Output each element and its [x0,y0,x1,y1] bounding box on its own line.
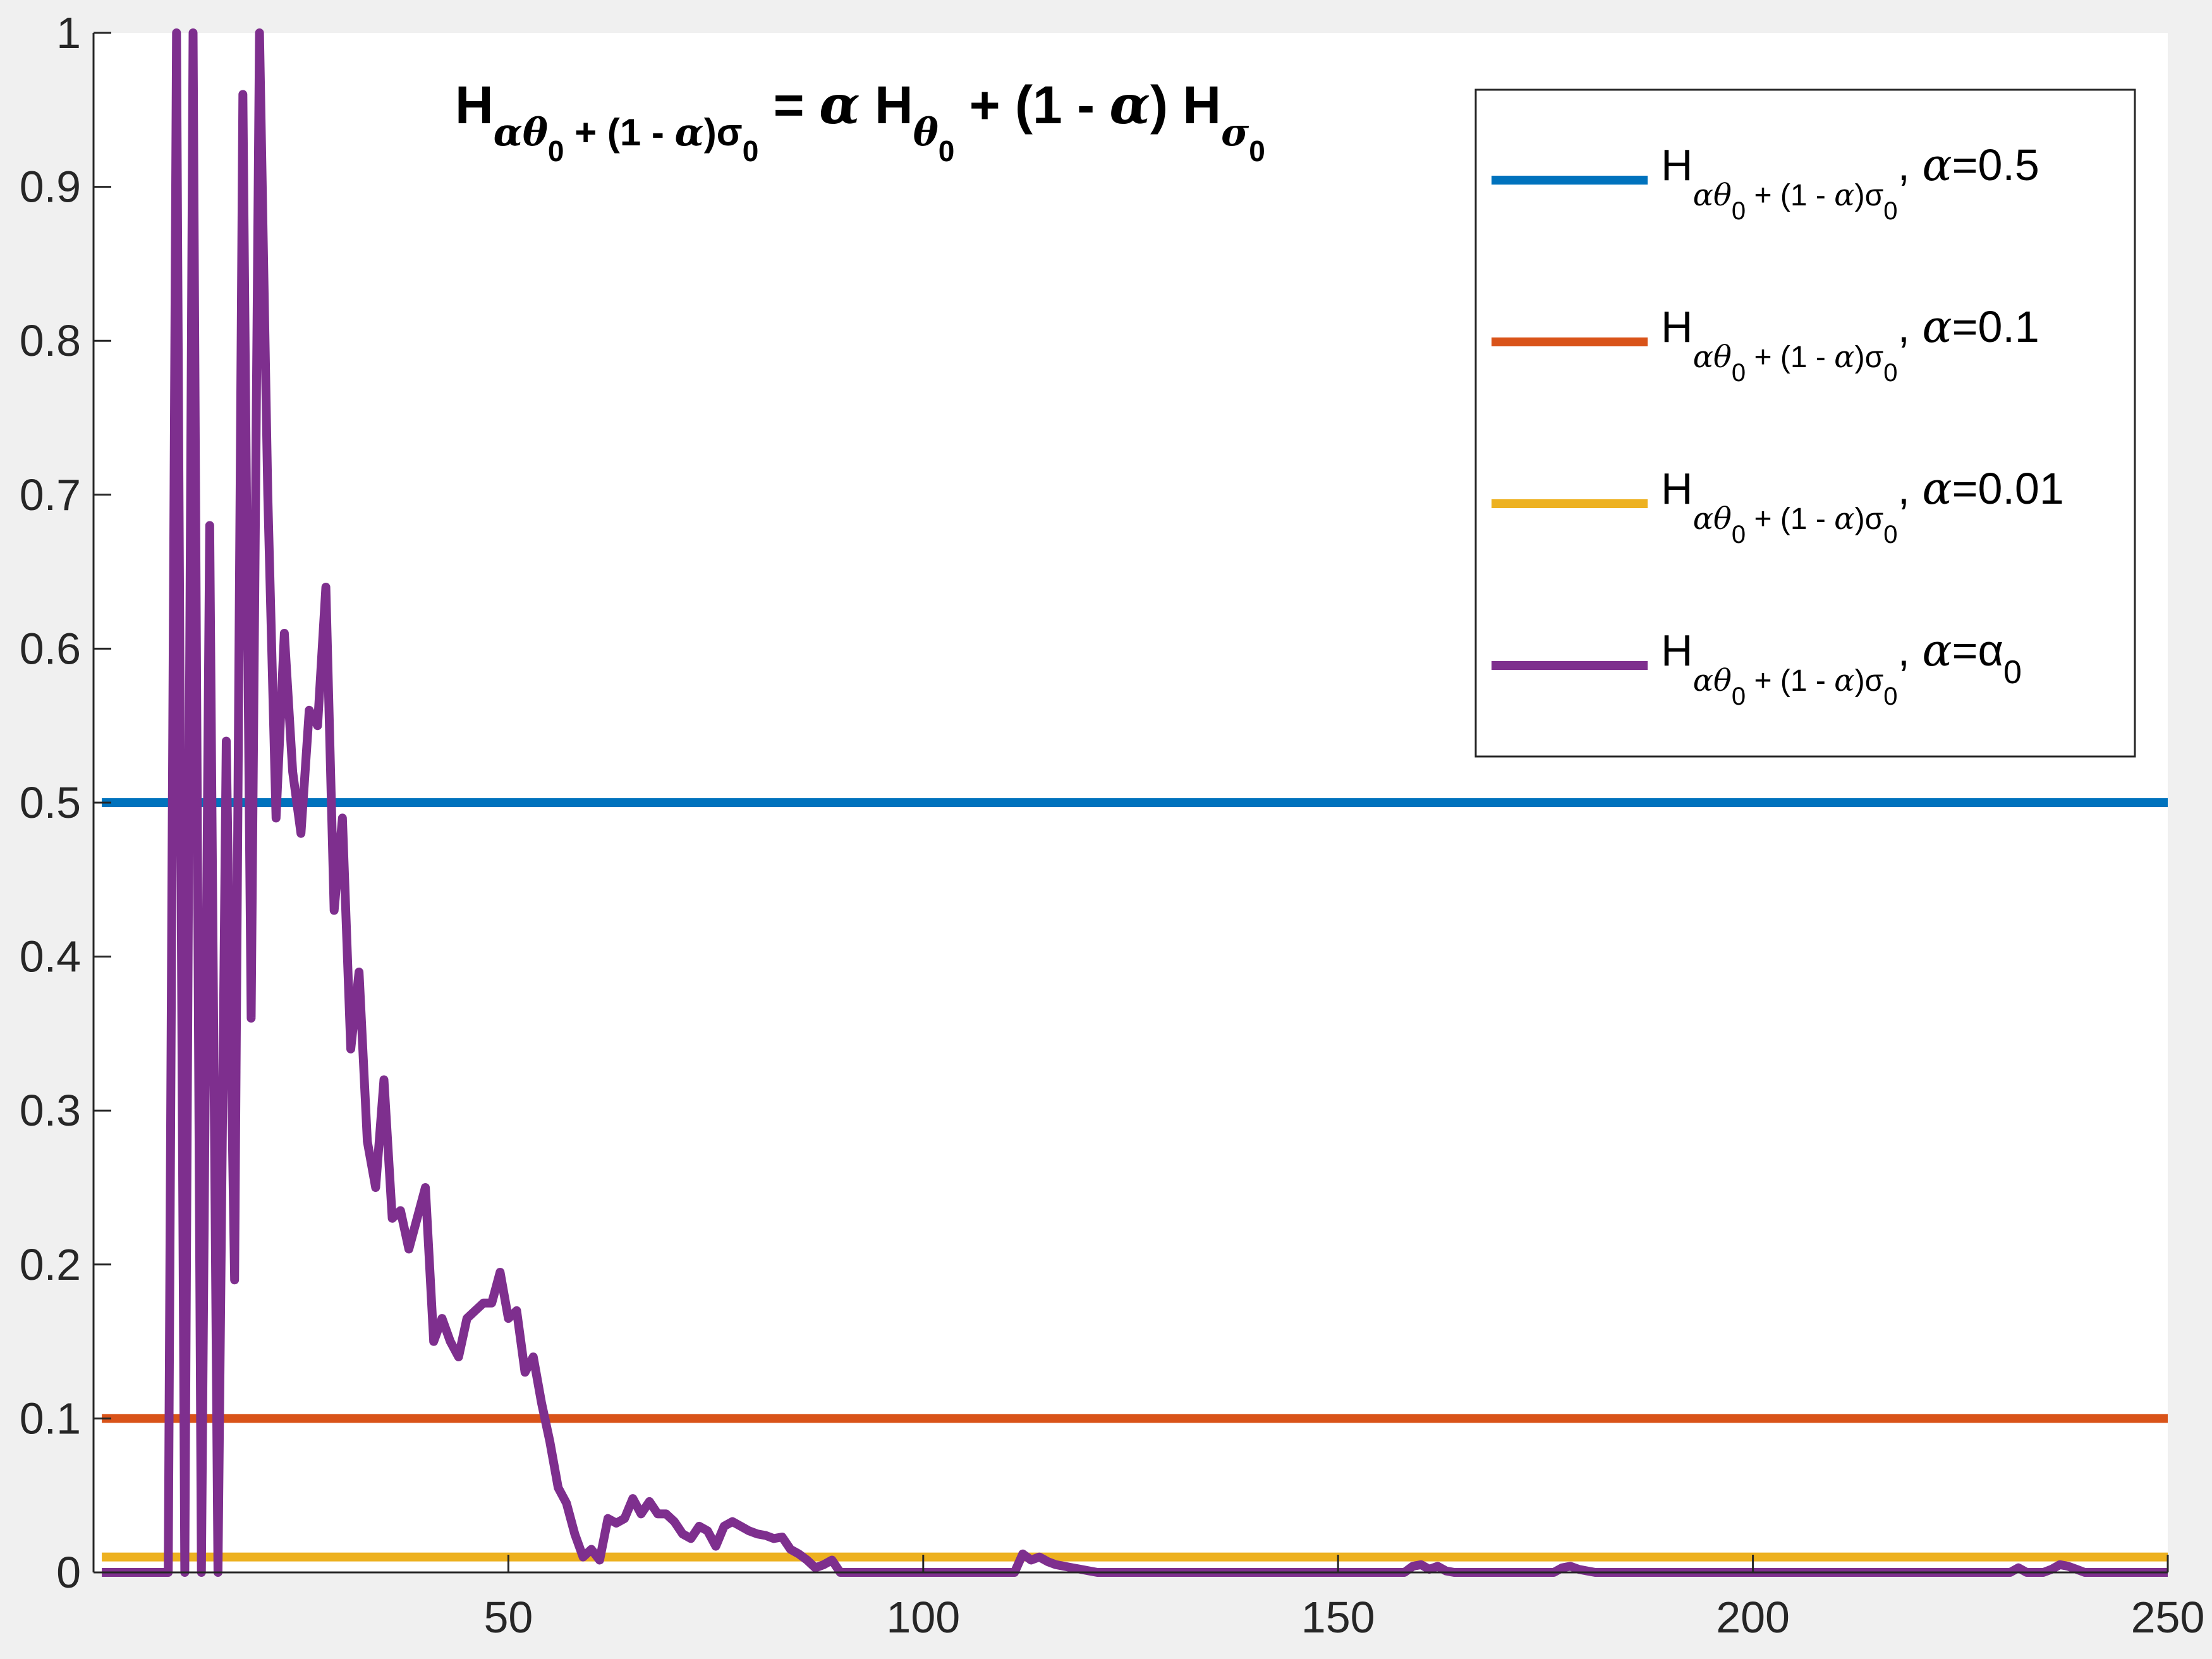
legend-entry: Hαθ0 + (1 - α)σ0, α=0.1 [1492,301,2039,387]
legend-entry: Hαθ0 + (1 - α)σ0, α=0.01 [1492,463,2064,549]
x-tick-label: 150 [1301,1593,1375,1642]
legend-entry: Hαθ0 + (1 - α)σ0, α=0.5 [1492,139,2039,225]
legend-box [1474,88,2136,758]
x-tick-label: 250 [2131,1593,2205,1642]
y-tick-label: 0.7 [20,470,81,520]
y-tick-label: 0.2 [20,1240,81,1289]
y-tick-label: 0.1 [20,1394,81,1443]
y-tick-label: 0.4 [20,932,81,981]
x-tick-label: 50 [483,1593,533,1642]
chart-title: Hαθ0 + (1 - α)σ0 = α Hθ0 + (1 - α) Hσ0 [455,73,1265,167]
legend-label: Hαθ0 + (1 - α)σ0, α=0.1 [1661,301,2039,387]
legend-label: Hαθ0 + (1 - α)σ0, α=α0 [1661,624,2022,710]
legend: Hαθ0 + (1 - α)σ0, α=0.5 Hαθ0 + (1 - α)σ0,… [1474,88,2136,758]
y-tick-label: 0.8 [20,316,81,365]
y-tick-label: 0 [56,1548,81,1597]
x-tick-label: 200 [1716,1593,1790,1642]
title-h: H [455,75,494,135]
x-tick-label: 100 [886,1593,960,1642]
y-tick-label: 1 [56,8,81,58]
y-tick-label: 0.5 [20,778,81,827]
legend-label: Hαθ0 + (1 - α)σ0, α=0.01 [1661,463,2064,549]
y-tick-label: 0.3 [20,1086,81,1135]
y-tick-label: 0.6 [20,624,81,673]
legend-entry: Hαθ0 + (1 - α)σ0, α=α0 [1492,624,2022,710]
y-tick-label: 0.9 [20,162,81,212]
legend-label: Hαθ0 + (1 - α)σ0, α=0.5 [1661,139,2039,225]
